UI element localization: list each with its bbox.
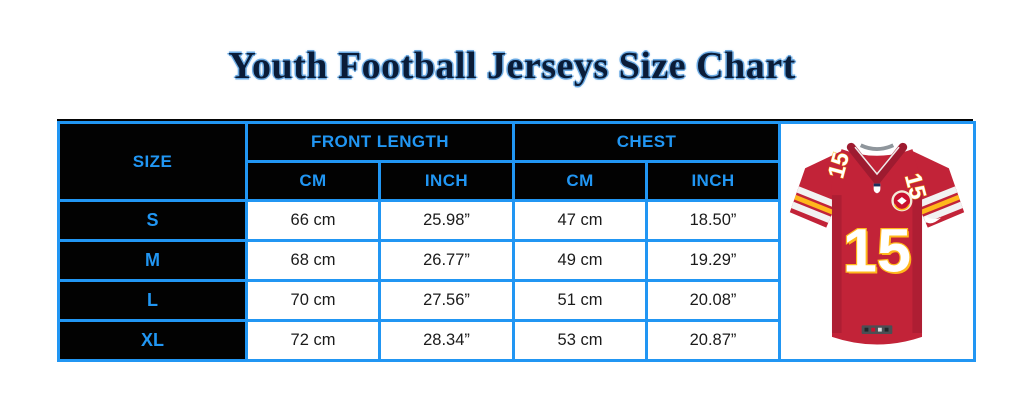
front-inch-value: 25.98” (377, 199, 516, 242)
jersey-graphic: 15 15 15 (789, 142, 965, 344)
chiefs-logo-icon (891, 189, 913, 211)
jersey-left-sleeve (789, 150, 844, 228)
chest-cm-value: 49 cm (512, 239, 649, 282)
size-cell: L (57, 279, 248, 322)
front-inch-value: 28.34” (377, 319, 516, 362)
size-chart-container: SIZE FRONT LENGTH CHEST (57, 119, 977, 362)
chest-cm-value: 51 cm (512, 279, 649, 322)
size-cell: S (57, 199, 248, 242)
front-cm-value: 68 cm (245, 239, 381, 282)
table-row-s: S 66 cm 25.98” 47 cm 18.50” (57, 199, 975, 242)
header-chest-cm: CM (512, 160, 649, 202)
svg-text:15: 15 (843, 216, 911, 284)
chest-inch-value: 20.87” (645, 319, 782, 362)
header-size: SIZE (57, 121, 248, 202)
table-row-m: M 68 cm 26.77” 49 cm 19.29” (57, 239, 975, 282)
table-row-xl: XL 72 cm 28.34” 53 cm 20.87” (57, 319, 975, 362)
header-front-cm: CM (245, 160, 381, 202)
header-row-groups: SIZE FRONT LENGTH CHEST (57, 121, 977, 362)
header-chest-inch: INCH (645, 160, 782, 202)
left-sleeve-stripes (790, 185, 838, 223)
chest-cm-value: 47 cm (512, 199, 649, 242)
header-front-inch: INCH (377, 160, 516, 202)
nike-swoosh-icon (924, 215, 942, 223)
header-chest: CHEST (512, 121, 782, 163)
nfl-shield-icon (873, 183, 881, 193)
front-cm-value: 66 cm (245, 199, 381, 242)
chest-cm-value: 53 cm (512, 319, 649, 362)
front-cm-value: 72 cm (245, 319, 381, 362)
header-front-length: FRONT LENGTH (244, 121, 516, 163)
jersey-number-left-shoulder: 15 (822, 149, 854, 181)
size-cell: M (57, 239, 248, 282)
size-chart-table: SIZE FRONT LENGTH CHEST (57, 121, 977, 362)
front-cm-value: 70 cm (245, 279, 381, 322)
chest-inch-value: 18.50” (645, 199, 782, 242)
jersey-image: 15 15 15 (781, 127, 973, 357)
header-row-units: CM INCH CM INCH (59, 160, 975, 202)
jersey-photo-cell: 15 15 15 (778, 121, 977, 362)
front-inch-value: 27.56” (377, 279, 516, 322)
table-row-l: L 70 cm 27.56” 51 cm 20.08” (57, 279, 975, 322)
right-sleeve-stripes (916, 185, 964, 223)
size-cell: XL (57, 319, 248, 362)
jersey-right-sleeve (910, 150, 965, 228)
page-title: Youth Football Jerseys Size Chart (228, 45, 796, 87)
front-inch-value: 26.77” (377, 239, 516, 282)
jersey-jock-tag (861, 324, 893, 334)
chest-inch-value: 19.29” (645, 239, 782, 282)
jersey-chest-number: 15 15 (842, 215, 913, 286)
jersey-collar (846, 142, 908, 187)
chest-inch-value: 20.08” (645, 279, 782, 322)
svg-text:15: 15 (845, 218, 913, 286)
